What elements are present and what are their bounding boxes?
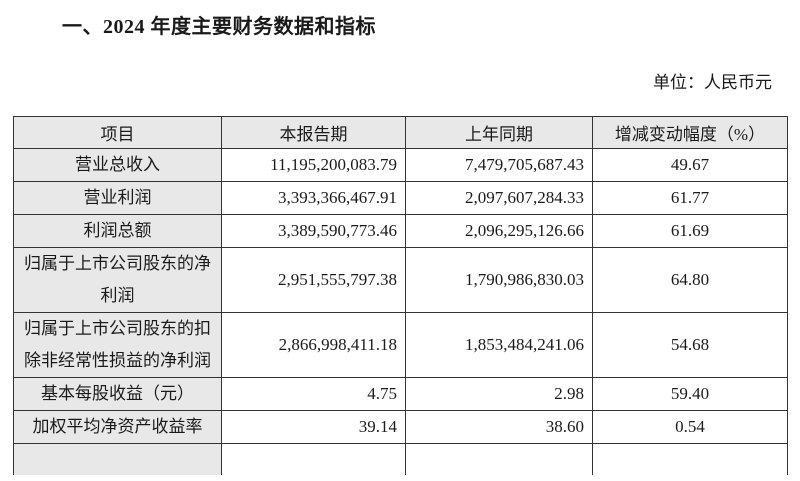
table-row: 归属于上市公司股东的扣除非经常性损益的净利润 2,866,998,411.18 1,… [13,312,788,378]
row-current-value: 39.14 [221,410,406,444]
row-change-value: 61.77 [592,181,788,215]
table-row: 利润总额 3,389,590,773.46 2,096,295,126.66 61.6… [13,214,788,248]
row-prior-value: 2.98 [405,377,593,411]
row-change-value: 61.69 [592,214,788,248]
section-title: 一、2024 年度主要财务数据和指标 [62,16,376,38]
table-row: 归属于上市公司股东的净利润 2,951,555,797.38 1,790,986,8… [13,247,788,313]
row-prior-value: 7,479,705,687.43 [405,148,593,182]
row-prior-value: 1,853,484,241.06 [405,312,593,378]
table-row: 营业利润 3,393,366,467.91 2,097,607,284.33 61.7… [13,181,788,215]
row-change-value: 59.40 [592,377,788,411]
row-prior-value: 1,790,986,830.03 [405,247,593,313]
table-row: 加权平均净资产收益率 39.14 38.60 0.54 [13,410,788,444]
row-item-label: 营业总收入 [13,148,222,182]
table-row: 基本每股收益（元） 4.75 2.98 59.40 [13,377,788,411]
row-change-value: 64.80 [592,247,788,313]
row-current-value: 2,866,998,411.18 [221,312,406,378]
row-change-value: 49.67 [592,148,788,182]
header-change: 增减变动幅度（%） [592,116,788,149]
header-prior: 上年同期 [405,116,593,149]
row-item-label: 加权平均净资产收益率 [13,410,222,444]
row-current-value: 3,389,590,773.46 [221,214,406,248]
row-item-label: 利润总额 [13,214,222,248]
row-item-label: 营业利润 [13,181,222,215]
financial-data-table: 项目 本报告期 上年同期 增减变动幅度（%） 营业总收入 11,195,200,0… [13,116,788,475]
table-row: 营业总收入 11,195,200,083.79 7,479,705,687.43 49… [13,148,788,182]
row-current-value: 4.75 [221,377,406,411]
row-item-label: 归属于上市公司股东的扣除非经常性损益的净利润 [13,312,222,378]
row-item-label: 归属于上市公司股东的净利润 [13,247,222,313]
row-current-value: 11,195,200,083.79 [221,148,406,182]
row-prior-value: 2,097,607,284.33 [405,181,593,215]
row-change-value: 0.54 [592,410,788,444]
row-current-value: 3,393,366,467.91 [221,181,406,215]
row-prior-value: 2,096,295,126.66 [405,214,593,248]
header-current: 本报告期 [221,116,406,149]
row-current-value: 2,951,555,797.38 [221,247,406,313]
row-prior-value: 38.60 [405,410,593,444]
table-header-row: 项目 本报告期 上年同期 增减变动幅度（%） [13,116,788,149]
row-item-label: 基本每股收益（元） [13,377,222,411]
unit-label: 单位：人民币元 [653,73,772,92]
row-change-value: 54.68 [592,312,788,378]
header-item: 项目 [13,116,222,149]
